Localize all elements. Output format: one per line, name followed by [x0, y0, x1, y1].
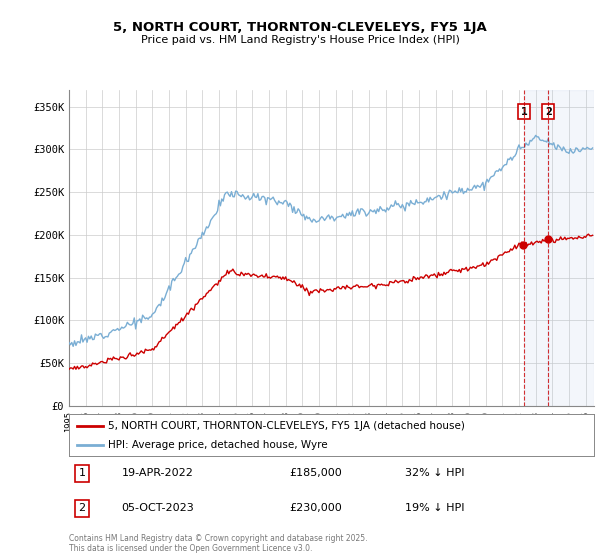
- Text: 32% ↓ HPI: 32% ↓ HPI: [405, 468, 464, 478]
- Text: Contains HM Land Registry data © Crown copyright and database right 2025.
This d: Contains HM Land Registry data © Crown c…: [69, 534, 367, 553]
- Text: 19-APR-2022: 19-APR-2022: [121, 468, 193, 478]
- Text: 1: 1: [79, 468, 86, 478]
- Bar: [524, 90, 548, 406]
- Text: 05-OCT-2023: 05-OCT-2023: [121, 503, 194, 513]
- Bar: [548, 90, 594, 406]
- Text: 2: 2: [79, 503, 86, 513]
- Text: 1: 1: [520, 107, 527, 116]
- Text: 19% ↓ HPI: 19% ↓ HPI: [405, 503, 464, 513]
- Text: £230,000: £230,000: [290, 503, 342, 513]
- Text: 5, NORTH COURT, THORNTON-CLEVELEYS, FY5 1JA (detached house): 5, NORTH COURT, THORNTON-CLEVELEYS, FY5 …: [109, 421, 465, 431]
- Text: HPI: Average price, detached house, Wyre: HPI: Average price, detached house, Wyre: [109, 440, 328, 450]
- Text: Price paid vs. HM Land Registry's House Price Index (HPI): Price paid vs. HM Land Registry's House …: [140, 35, 460, 45]
- Text: £185,000: £185,000: [290, 468, 342, 478]
- Text: 2: 2: [545, 107, 551, 116]
- Text: 5, NORTH COURT, THORNTON-CLEVELEYS, FY5 1JA: 5, NORTH COURT, THORNTON-CLEVELEYS, FY5 …: [113, 21, 487, 34]
